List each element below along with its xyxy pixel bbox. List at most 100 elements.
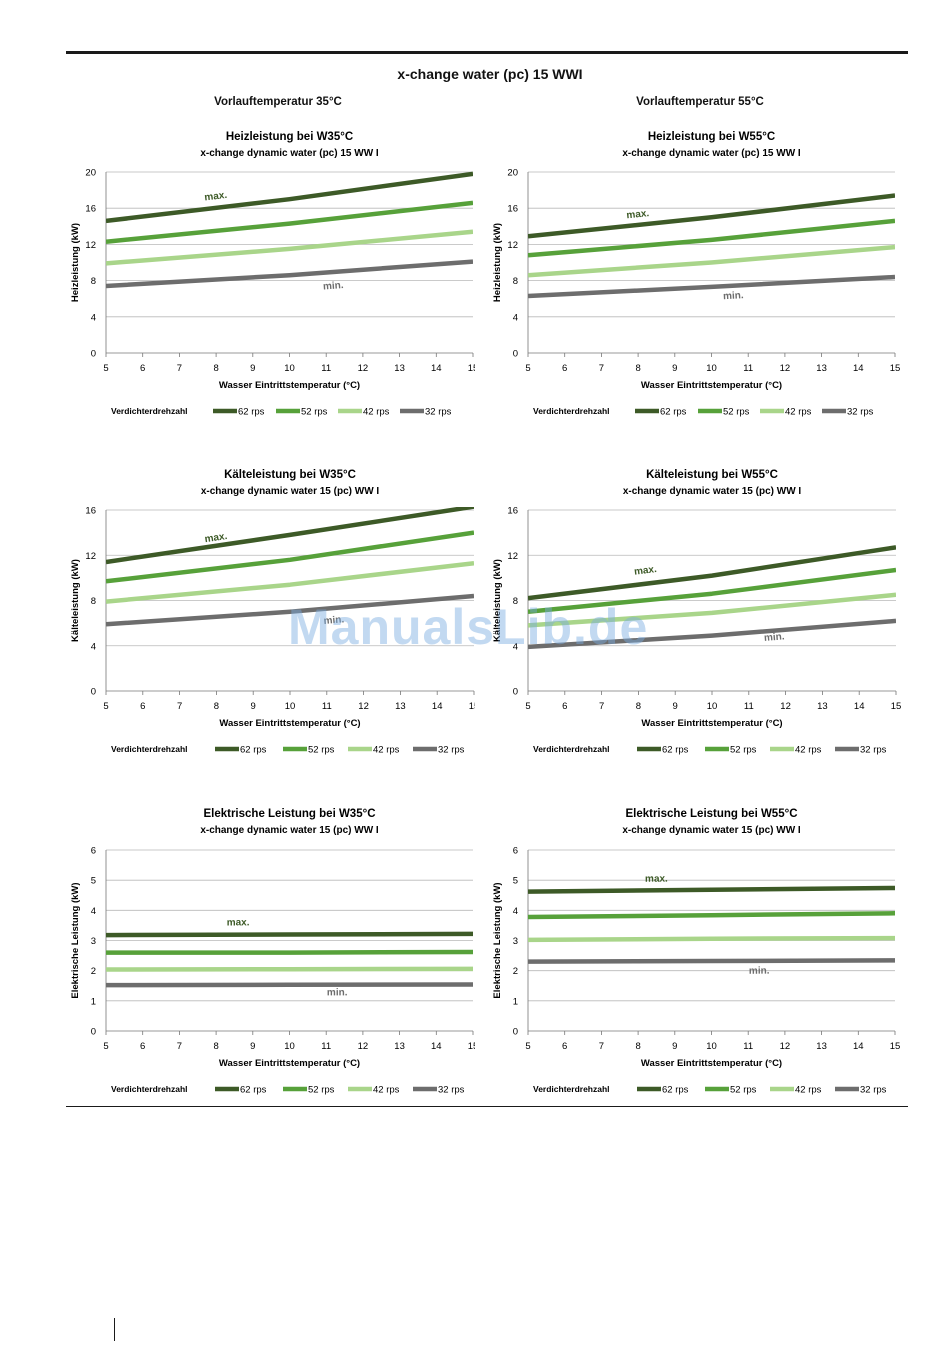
chart-title: Elektrische Leistung bei W35°C bbox=[203, 808, 375, 820]
series-line-52-rps bbox=[106, 949, 473, 955]
series-line-52-rps bbox=[528, 911, 895, 920]
chart-heizleistung-w35: Heizleistung bei W35°C x-change dynamic w… bbox=[70, 131, 475, 418]
legend-label: 62 rps bbox=[662, 1085, 689, 1096]
y-tick-label: 12 bbox=[85, 240, 96, 251]
x-tick-label: 11 bbox=[322, 701, 332, 712]
top-rule bbox=[66, 51, 908, 54]
series-line-62-rps bbox=[528, 545, 896, 601]
y-tick-label: 4 bbox=[91, 312, 96, 323]
legend-label: 62 rps bbox=[660, 407, 687, 418]
series-line-62-rps bbox=[528, 193, 895, 239]
chart-subtitle: x-change dynamic water (pc) 15 WW I bbox=[622, 148, 801, 159]
y-tick-label: 0 bbox=[513, 1027, 518, 1038]
y-tick-label: 8 bbox=[513, 276, 518, 287]
series-line-32-rps bbox=[528, 958, 895, 964]
x-tick-label: 5 bbox=[525, 1041, 530, 1052]
x-tick-label: 15 bbox=[468, 1041, 475, 1052]
x-tick-label: 9 bbox=[250, 363, 255, 374]
x-tick-label: 10 bbox=[706, 363, 717, 374]
legend-label: 32 rps bbox=[860, 745, 887, 756]
y-tick-label: 4 bbox=[513, 906, 518, 917]
min-annotation: min. bbox=[323, 614, 345, 627]
legend-label: 32 rps bbox=[438, 1085, 465, 1096]
x-tick-label: 15 bbox=[468, 363, 475, 374]
y-tick-label: 20 bbox=[85, 168, 96, 179]
chart-subtitle: x-change dynamic water 15 (pc) WW I bbox=[200, 825, 379, 836]
x-tick-label: 8 bbox=[213, 363, 218, 374]
x-tick-label: 8 bbox=[636, 701, 641, 712]
y-tick-label: 3 bbox=[91, 936, 96, 947]
x-tick-label: 5 bbox=[525, 701, 530, 712]
x-tick-label: 14 bbox=[431, 363, 442, 374]
legend-label: 52 rps bbox=[301, 407, 328, 418]
series-line-52-rps bbox=[106, 200, 473, 244]
x-tick-label: 9 bbox=[672, 363, 677, 374]
legend-label: 42 rps bbox=[373, 745, 400, 756]
y-tick-label: 5 bbox=[513, 876, 518, 887]
x-tick-label: 7 bbox=[177, 1041, 182, 1052]
page-title: x-change water (pc) 15 WWI bbox=[397, 66, 583, 82]
x-axis-label: Wasser Eintrittstemperatur (°C) bbox=[641, 380, 782, 391]
x-tick-label: 7 bbox=[177, 363, 182, 374]
series-line-42-rps bbox=[106, 966, 473, 972]
series-group bbox=[106, 507, 474, 627]
x-axis-label: Wasser Eintrittstemperatur (°C) bbox=[641, 718, 782, 729]
x-tick-label: 10 bbox=[285, 701, 296, 712]
x-tick-label: 8 bbox=[213, 1041, 218, 1052]
x-tick-label: 11 bbox=[321, 1041, 331, 1052]
series-line-32-rps bbox=[528, 274, 895, 299]
chart-subtitle: x-change dynamic water (pc) 15 WW I bbox=[200, 148, 379, 159]
chart-title: Elektrische Leistung bei W55°C bbox=[625, 808, 797, 820]
y-tick-label: 16 bbox=[85, 506, 96, 517]
x-tick-label: 6 bbox=[562, 363, 567, 374]
x-tick-label: 11 bbox=[321, 363, 331, 374]
chart-subtitle: x-change dynamic water 15 (pc) WW I bbox=[623, 486, 802, 497]
series-group bbox=[106, 171, 473, 289]
legend-label: 52 rps bbox=[730, 745, 757, 756]
legend-label: 62 rps bbox=[238, 407, 265, 418]
x-tick-label: 13 bbox=[817, 701, 828, 712]
column-heading-35: Vorlauftemperatur 35°C bbox=[214, 96, 342, 108]
x-tick-label: 10 bbox=[284, 363, 295, 374]
series-group bbox=[528, 545, 896, 650]
legend-title: Verdichterdrehzahl bbox=[533, 406, 610, 416]
y-tick-label: 0 bbox=[91, 687, 96, 698]
y-axis-label: Elektrische Leistung (kW) bbox=[492, 882, 503, 998]
y-tick-label: 1 bbox=[513, 996, 518, 1007]
legend-label: 62 rps bbox=[240, 1085, 267, 1096]
x-tick-label: 11 bbox=[744, 701, 754, 712]
series-line-52-rps bbox=[106, 530, 474, 584]
series-line-42-rps bbox=[106, 229, 473, 266]
x-tick-label: 9 bbox=[251, 701, 256, 712]
series-line-32-rps bbox=[106, 259, 473, 289]
legend-label: 52 rps bbox=[308, 745, 335, 756]
series-line-52-rps bbox=[528, 567, 896, 615]
chart-kaelteleistung-w55: Kälteleistung bei W55°C x-change dynamic … bbox=[492, 469, 901, 756]
x-tick-label: 5 bbox=[103, 701, 108, 712]
y-tick-label: 2 bbox=[91, 966, 96, 977]
max-annotation: max. bbox=[645, 874, 668, 885]
series-line-32-rps bbox=[528, 618, 896, 650]
x-tick-label: 8 bbox=[635, 1041, 640, 1052]
legend-label: 52 rps bbox=[723, 407, 750, 418]
y-tick-label: 8 bbox=[91, 276, 96, 287]
chart-heizleistung-w55: Heizleistung bei W55°C x-change dynamic w… bbox=[492, 131, 900, 418]
x-axis-label: Wasser Eintrittstemperatur (°C) bbox=[641, 1058, 782, 1069]
y-tick-label: 0 bbox=[91, 1027, 96, 1038]
min-annotation: min. bbox=[323, 280, 345, 292]
x-tick-label: 5 bbox=[103, 363, 108, 374]
series-line-42-rps bbox=[528, 244, 895, 278]
y-tick-label: 4 bbox=[513, 641, 518, 652]
x-tick-label: 14 bbox=[854, 701, 865, 712]
series-line-62-rps bbox=[106, 171, 473, 224]
series-line-32-rps bbox=[106, 593, 474, 627]
x-tick-label: 9 bbox=[673, 701, 678, 712]
series-line-62-rps bbox=[106, 507, 474, 565]
chart-title: Kälteleistung bei W35°C bbox=[224, 469, 356, 481]
chart-kaelteleistung-w35: Kälteleistung bei W35°C x-change dynamic … bbox=[70, 469, 475, 756]
x-tick-label: 13 bbox=[816, 363, 827, 374]
y-tick-label: 4 bbox=[91, 641, 96, 652]
page-number-marker bbox=[114, 1318, 115, 1341]
series-group bbox=[528, 885, 895, 964]
x-tick-label: 12 bbox=[358, 701, 369, 712]
